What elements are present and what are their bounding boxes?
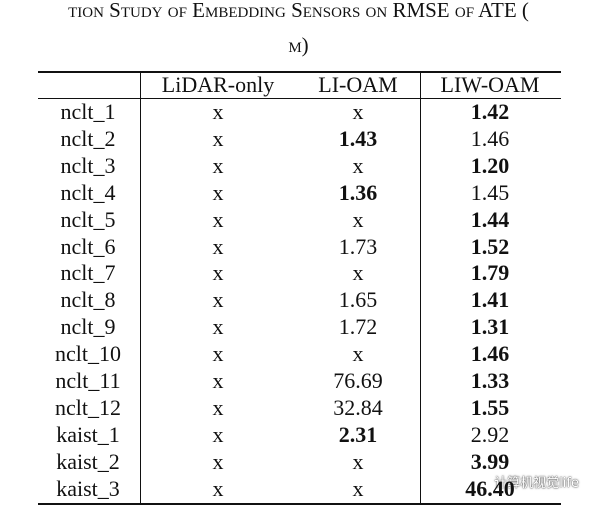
column-header: LiDAR-only <box>161 72 275 97</box>
table-cell: 1.44 <box>470 206 510 232</box>
table-cell: x <box>352 448 364 474</box>
table-caption: m) <box>288 33 309 57</box>
table-caption: tion Study of Embedding Sensors on RMSE … <box>68 0 529 22</box>
table-cell: x <box>352 206 364 232</box>
row-label: kaist_1 <box>56 421 120 447</box>
column-header: LI-OAM <box>318 72 398 97</box>
table-cell: x <box>212 206 224 232</box>
row-label: nclt_2 <box>60 125 116 151</box>
table-cell: 1.65 <box>338 287 378 313</box>
table-cell: x <box>352 475 364 501</box>
watermark: 计算机视觉life <box>494 476 579 491</box>
row-label: nclt_4 <box>60 179 116 205</box>
table-cell: 1.46 <box>470 125 510 151</box>
table-cell: 46.40 <box>465 475 515 501</box>
table-cell: x <box>212 368 224 393</box>
table-cell: 1.41 <box>470 287 510 313</box>
table-cell: 1.52 <box>470 233 510 259</box>
table-cell: 3.99 <box>470 448 510 474</box>
table-cell: 1.79 <box>470 260 510 286</box>
table-cell: 32.84 <box>333 394 383 420</box>
table-cell: 76.69 <box>333 368 383 393</box>
table-cell: x <box>212 421 224 447</box>
table-cell: x <box>212 99 224 124</box>
table-cell: x <box>212 260 224 286</box>
row-label: nclt_9 <box>60 314 116 340</box>
table-cell: x <box>212 233 224 259</box>
column-divider <box>420 71 421 504</box>
table-cell: x <box>352 152 364 178</box>
table-cell: 1.45 <box>470 179 510 205</box>
table-cell: 1.43 <box>338 125 378 151</box>
table-cell: x <box>212 125 224 151</box>
row-label: nclt_11 <box>55 368 121 393</box>
table-cell: x <box>352 341 364 367</box>
table-cell: 1.31 <box>470 314 510 340</box>
row-label: nclt_10 <box>55 341 121 367</box>
table-cell: x <box>212 152 224 178</box>
table-cell: x <box>212 179 224 205</box>
column-header: LIW-OAM <box>440 72 540 97</box>
table-cell: 1.33 <box>470 368 510 393</box>
row-label: nclt_8 <box>60 287 116 313</box>
table-cell: 1.46 <box>470 341 510 367</box>
table-cell: x <box>212 341 224 367</box>
table-cell: 1.72 <box>338 314 378 340</box>
bottom-rule <box>38 503 561 505</box>
table-cell: 1.42 <box>470 99 510 124</box>
table-cell: x <box>352 99 364 124</box>
row-label: nclt_6 <box>60 233 116 259</box>
table-cell: x <box>212 448 224 474</box>
table-cell: x <box>212 314 224 340</box>
row-label: nclt_5 <box>60 206 116 232</box>
table-cell: 1.20 <box>470 152 510 178</box>
table-cell: x <box>212 287 224 313</box>
row-label: nclt_7 <box>60 260 116 286</box>
row-label: kaist_2 <box>56 448 120 474</box>
row-label: nclt_3 <box>60 152 116 178</box>
table-cell: 2.92 <box>470 421 510 447</box>
table-cell: x <box>212 394 224 420</box>
table-cell: 1.73 <box>338 233 378 259</box>
table-cell: 1.36 <box>338 179 378 205</box>
row-label: nclt_1 <box>60 99 116 124</box>
top-rule <box>38 71 561 73</box>
row-label: kaist_3 <box>56 475 120 501</box>
table-cell: 1.55 <box>470 394 510 420</box>
table-cell: x <box>212 475 224 501</box>
row-label: nclt_12 <box>55 394 121 420</box>
table-cell: 2.31 <box>338 421 378 447</box>
table-cell: x <box>352 260 364 286</box>
header-rule <box>38 98 561 99</box>
column-divider <box>140 71 141 504</box>
